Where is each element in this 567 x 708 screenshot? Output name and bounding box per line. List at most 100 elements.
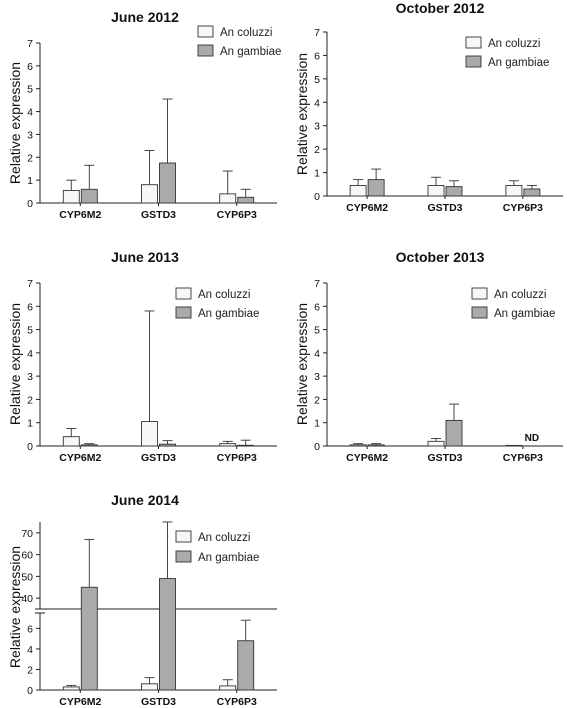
panel2-y-tick-label: 4	[314, 97, 320, 109]
panel1-y-tick-label: 4	[27, 107, 33, 119]
panel1-bar-gambiae	[159, 162, 176, 204]
panel2-bar-gambiae	[445, 186, 463, 197]
panel5-bar-gambiae	[237, 640, 255, 691]
panel2-bar-coluzzi	[349, 185, 367, 197]
panel2-bar-gambiae	[523, 188, 541, 197]
panel5-y-tick-label: 40	[21, 593, 33, 605]
panel4-legend-swatch	[471, 287, 488, 300]
panel4-x-tick-label: GSTD3	[427, 452, 462, 464]
panel1-legend-label: An gambiae	[220, 46, 281, 58]
panel2-bar-coluzzi	[427, 185, 445, 197]
panel3-y-axis-label: Relative expression	[7, 303, 23, 425]
panel3-bar-gambiae	[237, 444, 255, 447]
panel4-title: October 2013	[396, 249, 485, 265]
panel2-bar-gambiae	[367, 179, 385, 197]
panel5-bar-gambiae	[80, 586, 98, 691]
panel4-legend-label: An coluzzi	[494, 289, 546, 301]
panel1-bar-gambiae	[237, 196, 255, 204]
panel1-y-tick-label: 3	[27, 129, 33, 141]
panel3-legend-swatch	[175, 287, 192, 300]
panel3-bar-coluzzi	[62, 436, 80, 447]
panel1-title: June 2012	[111, 9, 179, 25]
panel3-y-tick-label: 2	[27, 394, 33, 406]
panel5-bar-coluzzi	[62, 686, 80, 691]
panel5-bar-coluzzi	[219, 685, 237, 691]
panel3-bar-coluzzi	[141, 421, 158, 447]
panel1-y-tick-label: 5	[27, 84, 33, 96]
panel5-y-tick-label: 60	[21, 550, 33, 562]
panel3-x-tick-label: CYP6M2	[59, 452, 101, 464]
panel3-x-tick-label: GSTD3	[141, 452, 176, 464]
panel5-legend-swatch	[175, 550, 192, 563]
panel1-bar-coluzzi	[219, 193, 237, 204]
panel5-legend-swatch	[175, 530, 192, 543]
panel3-title: June 2013	[111, 249, 179, 265]
panel3-y-tick-label: 7	[27, 278, 33, 290]
panel1-x-tick-label: CYP6P3	[217, 209, 257, 221]
panel5-x-tick-label: CYP6M2	[59, 696, 101, 708]
panel2-legend-label: An coluzzi	[488, 38, 540, 50]
panel4-y-tick-label: 3	[314, 371, 320, 383]
panel3-legend-swatch	[175, 306, 192, 319]
panel2-y-tick-label: 7	[314, 27, 320, 39]
panel1-x-tick-label: GSTD3	[141, 209, 176, 221]
panel3-y-tick-label: 6	[27, 301, 33, 313]
panel2-legend-label: An gambiae	[488, 57, 549, 69]
panel5-title: June 2014	[111, 492, 179, 508]
panel2-title: October 2012	[396, 0, 485, 16]
panel5-bar-gambiae	[159, 578, 176, 691]
panel5-y-tick-label: 4	[27, 644, 33, 656]
panel1-y-axis-label: Relative expression	[7, 62, 23, 184]
panel3-bar-gambiae	[80, 444, 98, 447]
panel4-y-tick-label: 7	[314, 278, 320, 290]
panel4-y-axis-label: Relative expression	[294, 303, 310, 425]
panel4-bar-coluzzi	[427, 440, 445, 447]
panel1-bar-gambiae	[80, 188, 98, 204]
panel4-y-tick-label: 1	[314, 418, 320, 430]
panel2-y-tick-label: 0	[314, 191, 320, 203]
panel2-y-tick-label: 1	[314, 168, 320, 180]
panel2-y-tick-label: 2	[314, 144, 320, 156]
panel4-y-tick-label: 0	[314, 441, 320, 453]
panel5-x-tick-label: GSTD3	[141, 696, 176, 708]
panel3-bar-gambiae	[159, 443, 176, 447]
panel5-y-tick-label: 2	[27, 664, 33, 676]
panel4-x-tick-label: CYP6M2	[346, 452, 388, 464]
panel4-bar-gambiae	[367, 444, 385, 447]
panel4-bar-coluzzi	[349, 444, 367, 447]
panel3-y-tick-label: 3	[27, 371, 33, 383]
panel3-legend-label: An gambiae	[198, 308, 259, 320]
panel2-y-tick-label: 3	[314, 121, 320, 133]
panel4-x-tick-label: CYP6P3	[503, 452, 543, 464]
panel5-y-tick-label: 6	[27, 623, 33, 635]
panel2-y-tick-label: 6	[314, 50, 320, 62]
panel1-y-tick-label: 1	[27, 175, 33, 187]
panel5-x-tick-label: CYP6P3	[217, 696, 257, 708]
panel2-x-tick-label: CYP6P3	[503, 202, 543, 214]
panel5-bar-coluzzi	[141, 683, 158, 691]
panel5-y-axis-label: Relative expression	[7, 546, 23, 668]
panel3-y-tick-label: 0	[27, 441, 33, 453]
panel1-bar-coluzzi	[62, 189, 80, 204]
panel3-bar-coluzzi	[219, 443, 237, 447]
panel5-y-tick-label: 0	[27, 685, 33, 697]
panel4-y-tick-label: 5	[314, 325, 320, 337]
panel2-y-tick-label: 5	[314, 74, 320, 86]
panel3-y-tick-label: 1	[27, 418, 33, 430]
panel1-y-tick-label: 0	[27, 198, 33, 210]
panel1-y-tick-label: 6	[27, 61, 33, 73]
panel3-legend-label: An coluzzi	[198, 289, 250, 301]
panel3-x-tick-label: CYP6P3	[217, 452, 257, 464]
panel4-bar-gambiae	[445, 419, 463, 447]
panel1-legend-swatch	[197, 25, 214, 38]
panel5-legend-label: An gambiae	[198, 552, 259, 564]
panel1-y-tick-label: 2	[27, 152, 33, 164]
panel4-y-tick-label: 2	[314, 394, 320, 406]
panel4-legend-label: An gambiae	[494, 308, 555, 320]
panel2-legend-swatch	[465, 55, 482, 68]
panel1-bar-coluzzi	[141, 184, 158, 204]
panel1-x-tick-label: CYP6M2	[59, 209, 101, 221]
panel1-legend-label: An coluzzi	[220, 27, 272, 39]
panel4-bar-coluzzi	[505, 444, 523, 447]
